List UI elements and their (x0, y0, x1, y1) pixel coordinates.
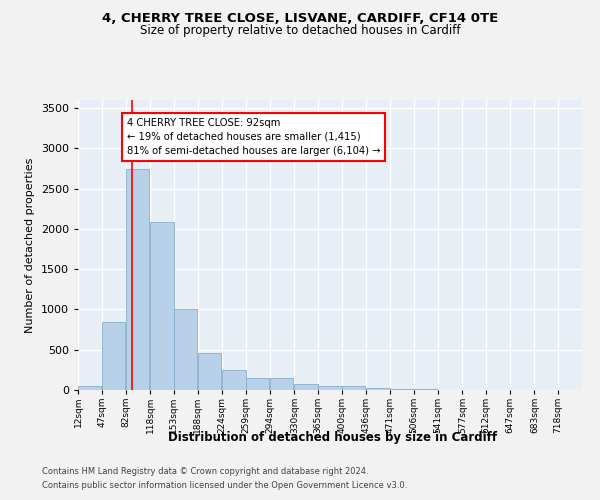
Text: Size of property relative to detached houses in Cardiff: Size of property relative to detached ho… (140, 24, 460, 37)
Bar (78, 386, 101, 390)
Y-axis label: Number of detached properties: Number of detached properties (25, 158, 35, 332)
Text: 4, CHERRY TREE CLOSE, LISVANE, CARDIFF, CF14 0TE: 4, CHERRY TREE CLOSE, LISVANE, CARDIFF, … (102, 12, 498, 26)
Text: Contains public sector information licensed under the Open Government Licence v3: Contains public sector information licen… (42, 481, 407, 490)
Bar (367, 388, 390, 390)
Bar (150, 222, 173, 390)
Bar (102, 322, 125, 390)
Text: 4 CHERRY TREE CLOSE: 92sqm
← 19% of detached houses are smaller (1,415)
81% of s: 4 CHERRY TREE CLOSE: 92sqm ← 19% of deta… (127, 118, 380, 156)
Bar (270, 378, 293, 390)
Text: Distribution of detached houses by size in Cardiff: Distribution of detached houses by size … (169, 431, 497, 444)
Bar (246, 378, 269, 390)
Bar (198, 353, 221, 390)
Bar (174, 308, 197, 390)
Bar (342, 386, 365, 390)
Bar (125, 170, 149, 390)
Text: Contains HM Land Registry data © Crown copyright and database right 2024.: Contains HM Land Registry data © Crown c… (42, 467, 368, 476)
Bar (318, 386, 341, 390)
Bar (294, 384, 318, 390)
Bar (390, 389, 413, 390)
Bar (414, 389, 437, 390)
Bar (222, 370, 245, 390)
